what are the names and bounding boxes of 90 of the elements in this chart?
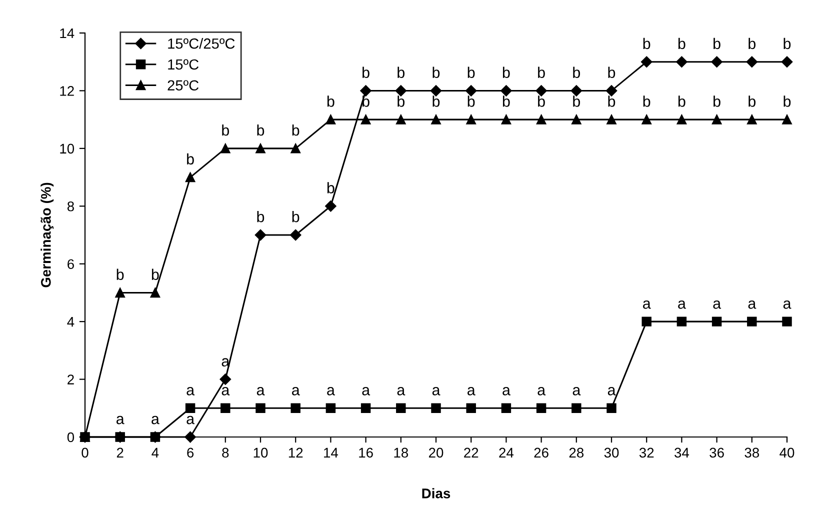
data-label: b <box>468 66 475 78</box>
x-tick-label: 2 <box>116 448 124 458</box>
x-tick-label: 34 <box>674 448 690 458</box>
x-tick-label: 0 <box>82 448 88 458</box>
data-label: b <box>257 211 264 222</box>
data-label: b <box>748 38 756 50</box>
x-tick-label: 20 <box>428 448 444 458</box>
y-tick-label: 0 <box>67 432 74 442</box>
y-axis-title: Germinação (%) <box>40 182 54 288</box>
data-label: b <box>678 38 686 50</box>
x-tick-label: 26 <box>534 448 548 458</box>
data-label: b <box>538 66 545 78</box>
data-label: a <box>572 387 581 396</box>
x-tick-label: 30 <box>604 448 619 458</box>
data-label: a <box>222 387 230 396</box>
data-label: b <box>398 66 405 78</box>
x-tick-label: 32 <box>639 448 654 458</box>
x-tick-label: 6 <box>187 448 194 458</box>
y-tick-label: 4 <box>67 317 74 327</box>
data-label: b <box>784 38 791 50</box>
y-tick-label: 2 <box>68 374 74 384</box>
data-label: b <box>257 124 264 136</box>
x-tick-label: 18 <box>394 448 408 458</box>
x-tick-label: 12 <box>288 448 303 458</box>
data-label: b <box>362 66 370 78</box>
y-tick-label: 14 <box>60 28 74 38</box>
x-tick-label: 8 <box>222 448 229 458</box>
data-label: b <box>292 211 300 222</box>
x-tick-label: 38 <box>744 448 760 458</box>
y-tick-label: 12 <box>60 86 74 96</box>
data-label: b <box>573 96 580 107</box>
x-tick-label: 4 <box>152 448 159 458</box>
data-label: a <box>608 387 616 396</box>
data-label: b <box>327 182 334 194</box>
data-label: b <box>398 96 405 107</box>
data-label: b <box>502 66 510 78</box>
data-label: b <box>432 66 440 78</box>
data-label: a <box>397 387 406 396</box>
data-label: b <box>292 124 300 136</box>
data-label: b <box>327 96 334 107</box>
data-label: b <box>748 96 756 107</box>
data-label: a <box>538 387 546 396</box>
data-label: a <box>783 300 792 309</box>
y-tick-label: 8 <box>67 201 74 212</box>
x-tick-label: 22 <box>464 448 478 458</box>
data-label: b <box>502 96 510 107</box>
data-label: b <box>784 96 791 107</box>
data-label: a <box>432 387 440 396</box>
x-tick-label: 40 <box>780 448 794 458</box>
data-label: b <box>714 96 720 107</box>
data-label: a <box>643 300 651 309</box>
x-tick-label: 36 <box>710 448 724 458</box>
data-label: b <box>222 124 230 136</box>
data-label: a <box>186 387 195 396</box>
data-label: b <box>116 268 124 280</box>
y-tick-label: 6 <box>68 259 74 270</box>
data-label: b <box>643 38 650 50</box>
data-label: a <box>116 416 124 424</box>
data-label: a <box>748 300 756 309</box>
data-label: b <box>643 96 650 107</box>
x-tick-label: 16 <box>359 448 373 458</box>
data-label: a <box>292 387 300 396</box>
data-label: a <box>256 387 265 396</box>
data-label: a <box>502 387 510 396</box>
data-label: b <box>538 96 545 107</box>
data-label: b <box>468 96 475 107</box>
data-label: b <box>152 268 159 280</box>
data-label: b <box>608 66 616 78</box>
data-label: a <box>468 387 476 396</box>
data-label: a <box>186 416 195 424</box>
data-label: a <box>152 416 160 424</box>
data-label: a <box>713 300 722 309</box>
data-label: b <box>432 96 440 107</box>
x-tick-label: 14 <box>324 448 338 458</box>
data-label: b <box>714 38 720 50</box>
legend-label: 15ºC <box>168 59 199 70</box>
data-label: b <box>187 153 194 165</box>
data-label: b <box>678 96 686 107</box>
data-label: b <box>573 66 580 78</box>
y-tick-label: 10 <box>60 144 74 154</box>
legend-label: 15ºC/25ºC <box>168 38 235 49</box>
data-label: a <box>327 387 335 396</box>
x-tick-label: 24 <box>499 448 514 458</box>
data-label: a <box>678 300 686 309</box>
data-label: b <box>608 96 616 107</box>
x-axis-title: Dias <box>422 488 450 498</box>
data-label: a <box>362 387 370 396</box>
legend-label: 25ºC <box>168 80 199 91</box>
x-tick-label: 10 <box>254 448 268 458</box>
x-tick-label: 28 <box>569 448 584 458</box>
